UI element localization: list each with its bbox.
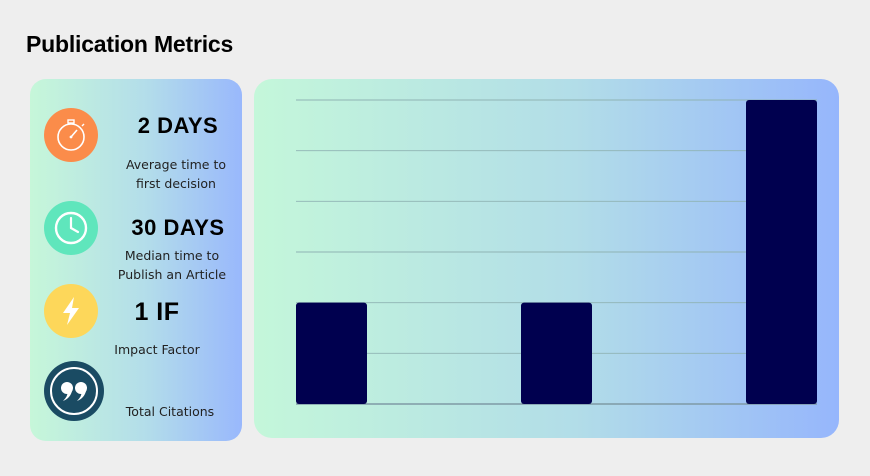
quote-icon [44,361,104,421]
stat-label-line: Publish an Article [117,267,227,282]
stat-value: 1 IF [134,298,180,326]
stat-value: 30 DAYS [131,215,225,240]
stat-label: Median time to Publish an Article [102,246,242,284]
lightning-icon [44,284,98,338]
bar [746,100,817,404]
clock-icon [44,201,98,255]
stat-label: Impact Factor [92,340,222,359]
page-title: Publication Metrics [26,31,234,57]
stat-label-line: Total Citations [125,404,215,419]
bar [296,302,367,404]
bar [521,302,592,404]
stats-card: 2 DAYS Average time to first decision 30… [30,79,242,441]
stat-label: Average time to first decision [110,155,242,193]
stat-label-line: first decision [136,176,216,191]
bar-chart [296,99,817,405]
stat-label: Total Citations [104,402,236,421]
stat-label-line: Average time to [125,157,227,172]
stat-value: 2 DAYS [137,113,219,138]
stopwatch-icon [44,108,98,162]
stat-label-line: Impact Factor [114,342,200,357]
stat-label-line: Median time to [124,248,220,263]
chart-card [254,79,839,438]
